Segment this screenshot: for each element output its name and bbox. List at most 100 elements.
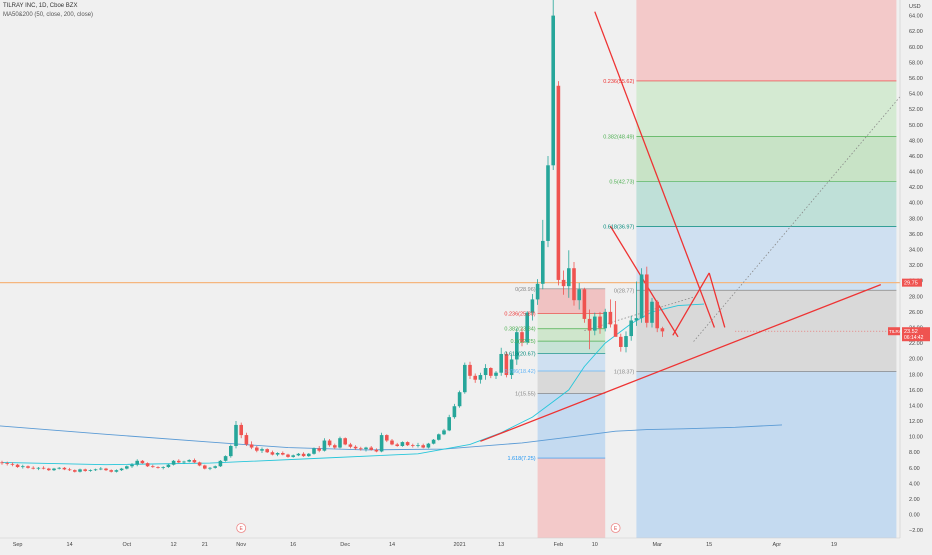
candle-body <box>322 440 327 451</box>
candle-body <box>494 372 498 376</box>
candle-body <box>0 462 4 464</box>
time-tick-label: 21 <box>202 542 208 548</box>
candle-body <box>619 336 623 347</box>
fib-right-band <box>636 136 897 182</box>
trendline <box>708 272 726 328</box>
candle-body <box>135 460 139 465</box>
candle-body <box>359 448 363 450</box>
price-tick-label: 46.00 <box>909 154 923 160</box>
earnings-marker-label: E <box>240 526 244 532</box>
price-tick-label: −2.00 <box>909 528 923 534</box>
candle-body <box>431 439 436 444</box>
price-tick-label: 10.00 <box>909 435 923 441</box>
candle-body <box>421 445 425 448</box>
candle-body <box>52 468 56 471</box>
candle-body <box>437 434 441 440</box>
time-tick-label: Nov <box>236 542 246 548</box>
candles-layer <box>0 0 665 473</box>
candle-body <box>109 470 113 472</box>
candle-body <box>234 424 238 446</box>
fib-right-level-label: 1(18.37) <box>614 369 635 375</box>
horizontal-line-tag-text: 29.75 <box>904 281 918 287</box>
fib-right-level-label: 0.618(36.97) <box>603 224 634 230</box>
candle-body <box>62 467 67 470</box>
candle-body <box>31 467 35 469</box>
candle-body <box>99 468 103 470</box>
fib-right-band <box>636 80 897 137</box>
candle-body <box>36 467 41 469</box>
candle-body <box>645 274 649 323</box>
candle-body <box>478 375 483 380</box>
candle-body <box>197 462 202 466</box>
candle-body <box>182 461 186 463</box>
candle-body <box>556 85 561 280</box>
candle-body <box>463 364 467 393</box>
symbol-line: TILRAY INC, 1D, Cboe BZX <box>3 3 78 9</box>
fib-left-level-label: 0.236(25.80) <box>504 311 535 317</box>
last-price-tag <box>902 327 930 342</box>
fib-left-level-label: 1(15.55) <box>515 391 536 397</box>
candle-body <box>291 455 295 457</box>
candle-body <box>145 463 150 467</box>
fib-right-band <box>636 290 897 372</box>
fib-left-level-label: 0.786(18.42) <box>504 369 535 375</box>
candle-body <box>343 438 347 445</box>
price-tick-label: 42.00 <box>909 185 923 191</box>
time-tick-label: Apr <box>773 542 782 548</box>
candle-body <box>119 468 124 471</box>
candle-body <box>551 15 555 166</box>
fib-left-band <box>537 328 606 342</box>
fib-right-level-label: 0.5(42.73) <box>609 179 634 185</box>
last-price-tag-text: 23.52 <box>904 329 918 335</box>
candle-body <box>208 467 212 469</box>
candle-body <box>93 469 98 471</box>
indicator-line: MA50&200 (50, close, 200, close) <box>3 12 94 18</box>
candle-body <box>281 453 285 455</box>
candle-body <box>21 466 25 468</box>
candle-body <box>192 460 197 463</box>
candle-body <box>171 460 176 465</box>
candle-body <box>546 165 550 241</box>
candle-body <box>629 320 633 337</box>
candle-body <box>5 463 9 464</box>
candle-body <box>10 463 15 465</box>
fib-right-band <box>636 226 897 291</box>
price-tick-label: 22.00 <box>909 341 923 347</box>
price-tick-label: 60.00 <box>909 45 923 51</box>
candle-body <box>239 424 243 436</box>
candle-body <box>374 449 379 452</box>
price-tick-label: 38.00 <box>909 216 923 222</box>
candle-body <box>395 444 399 446</box>
candle-body <box>301 453 306 457</box>
candle-body <box>572 268 576 301</box>
time-tick-label: 14 <box>67 542 73 548</box>
price-tick-label: 8.00 <box>909 450 920 456</box>
candle-body <box>83 469 87 471</box>
fib-left-level-label: 0.618(20.67) <box>504 351 535 357</box>
price-tick-label: 64.00 <box>909 14 923 20</box>
price-tick-label: 20.00 <box>909 357 923 363</box>
chart-header: TILRAY INC, 1D, Cboe BZX MA50&200 (50, c… <box>3 2 93 20</box>
price-axis-background <box>900 0 932 550</box>
candle-body <box>405 442 410 446</box>
price-tick-label: 62.00 <box>909 29 923 35</box>
time-tick-label: Dec <box>340 542 350 548</box>
candle-body <box>411 445 415 447</box>
candle-body <box>457 392 462 407</box>
fib-right-level-label: 0.382(48.49) <box>603 135 634 141</box>
candle-body <box>338 438 342 448</box>
candle-body <box>385 435 389 441</box>
candle-body <box>327 440 332 446</box>
time-tick-label: 10 <box>592 542 598 548</box>
fib-left-band <box>537 288 606 314</box>
trendline <box>609 225 679 338</box>
candle-body <box>130 464 134 467</box>
candle-body <box>416 445 420 447</box>
price-tick-label: 52.00 <box>909 107 923 113</box>
candle-body <box>582 289 587 319</box>
candle-body <box>203 465 207 469</box>
candle-body <box>587 318 592 331</box>
candle-body <box>15 464 20 468</box>
